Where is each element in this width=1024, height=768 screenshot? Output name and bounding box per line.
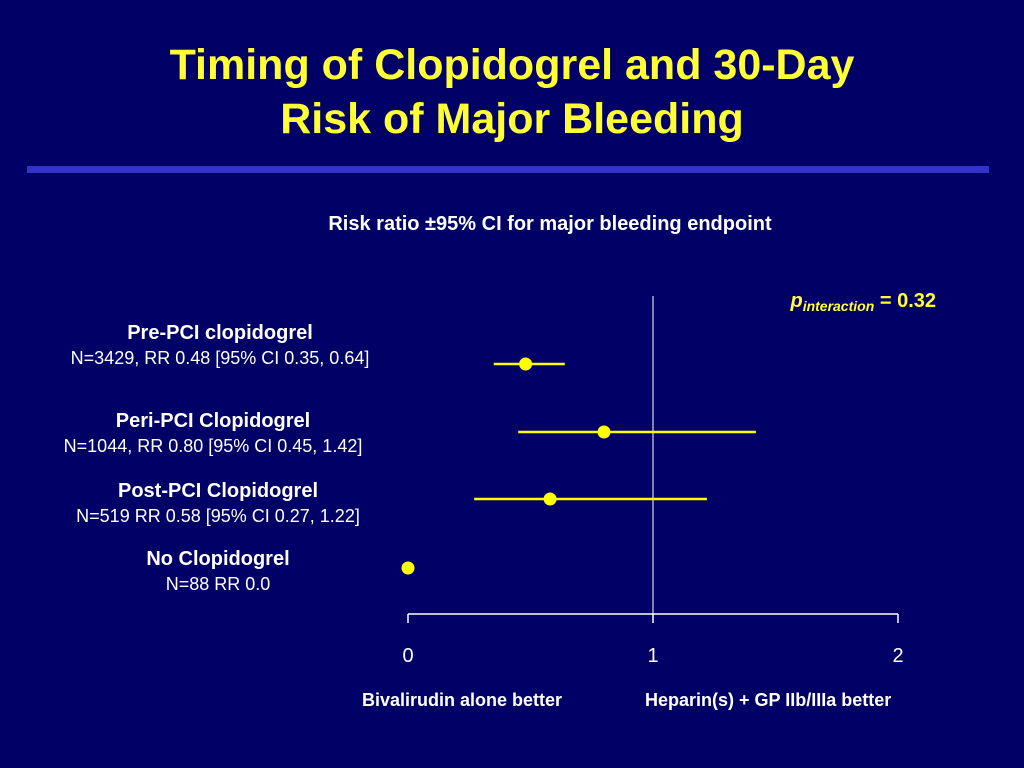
p-interaction: pinteraction = 0.32 [700, 290, 936, 314]
row-label-peri-pci: Peri-PCI Clopidogrel N=1044, RR 0.80 [95… [8, 408, 418, 458]
title-line-2: Risk of Major Bleeding [280, 95, 744, 143]
row-name: No Clopidogrel [146, 548, 290, 570]
x-tick-label: 1 [647, 645, 658, 667]
p-value: = 0.32 [879, 290, 936, 312]
row-label-pre-pci: Pre-PCI clopidogrel N=3429, RR 0.48 [95%… [10, 320, 430, 370]
point-estimate [401, 561, 415, 575]
x-tick-label: 2 [892, 645, 903, 667]
x-tick-label: 0 [402, 645, 413, 667]
point-estimate [597, 425, 611, 439]
row-stats: N=88 RR 0.0 [165, 574, 271, 594]
slide-title: Timing of Clopidogrel and 30-Day Risk of… [0, 38, 1024, 146]
title-divider [27, 166, 989, 173]
row-stats: N=1044, RR 0.80 [95% CI 0.45, 1.42] [63, 436, 363, 456]
row-name: Post-PCI Clopidogrel [118, 480, 318, 502]
p-symbol: p [790, 290, 803, 312]
title-line-1: Timing of Clopidogrel and 30-Day [169, 41, 855, 89]
favor-right-label: Heparin(s) + GP IIb/IIIa better [645, 690, 892, 710]
favor-left-label: Bivalirudin alone better [362, 690, 563, 710]
chart-title: Risk ratio ±95% CI for major bleeding en… [328, 213, 772, 235]
p-subscript: interaction [802, 298, 875, 314]
row-label-no-clopidogrel: No Clopidogrel N=88 RR 0.0 [8, 546, 428, 596]
row-stats: N=519 RR 0.58 [95% CI 0.27, 1.22] [76, 506, 360, 526]
point-estimate [519, 357, 533, 371]
row-name: Pre-PCI clopidogrel [127, 322, 313, 344]
row-name: Peri-PCI Clopidogrel [115, 410, 311, 432]
row-label-post-pci: Post-PCI Clopidogrel N=519 RR 0.58 [95% … [8, 478, 428, 528]
point-estimate [543, 492, 557, 506]
row-stats: N=3429, RR 0.48 [95% CI 0.35, 0.64] [70, 348, 370, 368]
